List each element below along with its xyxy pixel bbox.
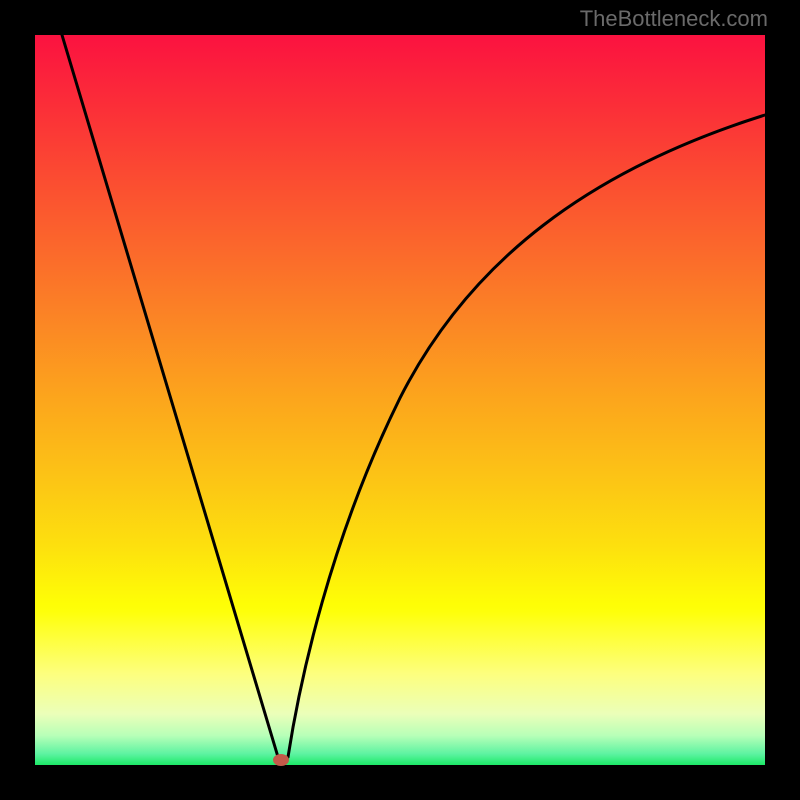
bottleneck-curve [0,0,800,800]
curve-right-branch [288,115,765,757]
watermark-text: TheBottleneck.com [580,6,768,32]
minimum-marker [273,754,289,766]
curve-left-branch [62,35,278,757]
